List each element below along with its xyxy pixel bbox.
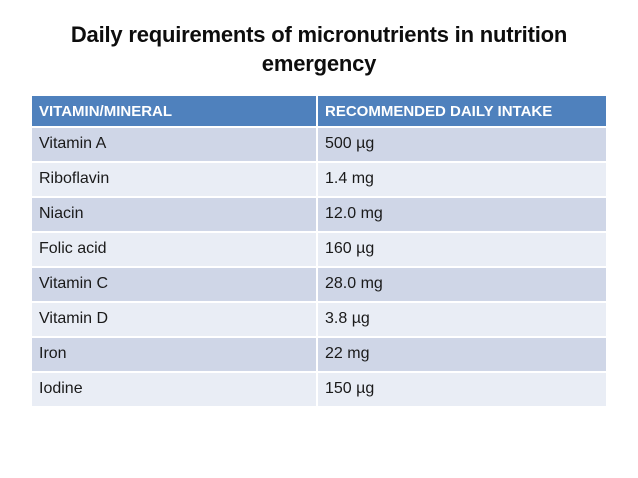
cell-daily-intake: 12.0 mg [318,198,606,233]
table-row: Iodine 150 µg [32,373,606,408]
cell-daily-intake: 28.0 mg [318,268,606,303]
cell-daily-intake: 150 µg [318,373,606,408]
cell-daily-intake: 1.4 mg [318,163,606,198]
table-row: Riboflavin 1.4 mg [32,163,606,198]
table-row: Folic acid 160 µg [32,233,606,268]
table-row: Vitamin C 28.0 mg [32,268,606,303]
cell-nutrient-name: Iron [32,338,318,373]
cell-nutrient-name: Folic acid [32,233,318,268]
micronutrients-table: VITAMIN/MINERAL RECOMMENDED DAILY INTAKE… [32,96,606,408]
table-row: Vitamin D 3.8 µg [32,303,606,338]
table-body: Vitamin A 500 µg Riboflavin 1.4 mg Niacin 12.… [32,128,606,408]
cell-nutrient-name: Riboflavin [32,163,318,198]
cell-nutrient-name: Vitamin C [32,268,318,303]
slide-title-line1: Daily requirements of micronutrients in … [70,22,568,47]
table-header-row: VITAMIN/MINERAL RECOMMENDED DAILY INTAKE [32,96,606,128]
slide-title-line2: emergency [261,51,377,76]
table-row: Iron 22 mg [32,338,606,373]
table-row: Vitamin A 500 µg [32,128,606,163]
cell-daily-intake: 22 mg [318,338,606,373]
cell-nutrient-name: Iodine [32,373,318,408]
cell-daily-intake: 160 µg [318,233,606,268]
column-header-recommended-daily-intake: RECOMMENDED DAILY INTAKE [318,96,606,128]
cell-daily-intake: 3.8 µg [318,303,606,338]
cell-nutrient-name: Niacin [32,198,318,233]
column-header-vitamin-mineral: VITAMIN/MINERAL [32,96,318,128]
cell-nutrient-name: Vitamin D [32,303,318,338]
cell-daily-intake: 500 µg [318,128,606,163]
table-row: Niacin 12.0 mg [32,198,606,233]
cell-nutrient-name: Vitamin A [32,128,318,163]
slide-title: Daily requirements of micronutrients in … [0,20,638,78]
